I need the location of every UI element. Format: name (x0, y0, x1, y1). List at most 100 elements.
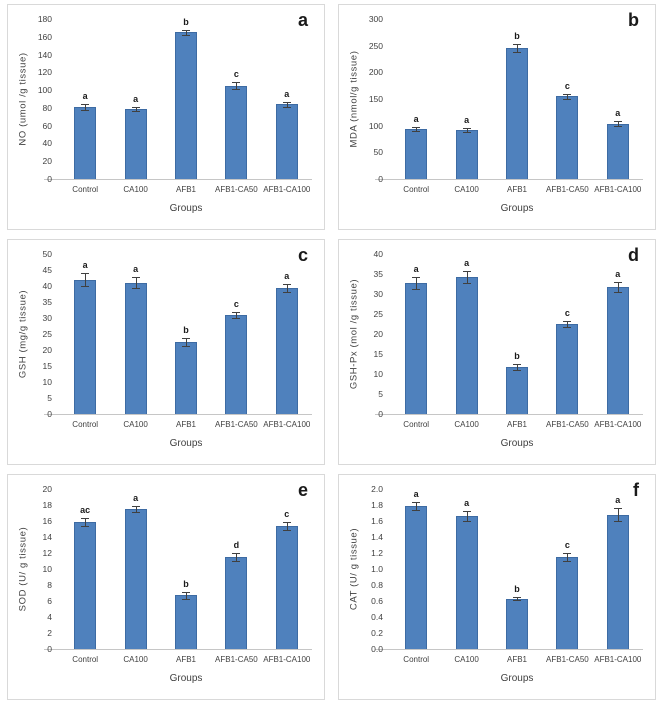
x-axis-title: Groups (500, 438, 534, 449)
x-tick-label: AFB1-CA50 (546, 420, 589, 429)
y-tick-label: 0 (47, 174, 52, 184)
error-bar-line (236, 82, 238, 90)
y-tick-label: 5 (378, 389, 383, 399)
x-tick-label: AFB1-CA100 (263, 655, 311, 664)
y-tick-label: 60 (42, 120, 52, 131)
significance-letter: d (233, 540, 240, 550)
y-tick-label: 50 (42, 249, 52, 259)
x-tick-label: CA100 (454, 420, 479, 429)
error-bar-cap-top (412, 501, 421, 503)
plot-area: a Control a CA100 b AFB1 c AFB1-CA50 a AFB1-CA100… (44, 254, 312, 449)
error-bar-cap-bottom (131, 110, 140, 112)
bar-Control (405, 128, 428, 179)
x-tick-label: AFB1 (175, 420, 197, 429)
error-bar-cap-top (232, 311, 241, 313)
error-bar-line (85, 104, 87, 110)
plot-area: a Control a CA100 b AFB1 c AFB1-CA50 a AFB1-CA100… (44, 17, 312, 214)
x-tick-label: AFB1 (506, 185, 528, 194)
error-bar-cap-top (131, 107, 140, 108)
error-bar-cap-top (462, 511, 471, 513)
x-tick-label: Control (72, 185, 99, 194)
error-bar-cap-bottom (462, 521, 471, 522)
y-tick-label: 30 (373, 289, 383, 299)
y-tick-label: 2.0 (371, 484, 383, 494)
x-tick-label: AFB1 (175, 185, 197, 194)
error-bar-line (416, 126, 418, 131)
bar-AFB1-CA50 (556, 96, 579, 179)
x-axis-line (375, 649, 643, 650)
bar-AFB1 (175, 342, 197, 414)
y-tick-label: 160 (37, 31, 52, 42)
x-tick-label: Control (403, 185, 430, 194)
error-bar-cap-bottom (182, 345, 190, 347)
y-tick-label: 0 (47, 644, 52, 654)
y-tick-label: 16 (42, 516, 52, 526)
x-axis-title: Groups (169, 673, 203, 684)
bar-Control (405, 282, 428, 414)
error-bar-line (416, 276, 418, 289)
error-bar-cap-bottom (81, 109, 90, 111)
error-bar-line (517, 43, 518, 53)
plot-area: ac Control a CA100 b AFB1 d AFB1-CA50 c AFB1-CA10… (44, 489, 312, 684)
bar-AFB1-CA100 (275, 525, 298, 649)
y-tick-label: 20 (373, 329, 383, 339)
x-tick-label: CA100 (123, 655, 148, 664)
y-tick-label: 15 (42, 361, 52, 371)
x-tick-label: Control (403, 655, 430, 664)
x-tick-label: AFB1-CA100 (594, 185, 642, 194)
significance-letter: a (413, 263, 419, 274)
error-bar-cap-bottom (182, 35, 190, 36)
y-tick-label: 30 (42, 313, 52, 323)
error-bar-cap-top (462, 270, 471, 272)
bar-AFB1-CA100 (275, 288, 298, 414)
error-bar-line (236, 311, 238, 318)
chart-panel-e: e SOD (U/ g tissue) ac Control a CA100 b AFB1 d A… (7, 474, 325, 700)
error-bar-cap-top (282, 521, 291, 523)
y-tick-label: 18 (42, 500, 52, 510)
error-bar-cap-bottom (232, 318, 241, 319)
error-bar-line (517, 597, 518, 601)
error-bar-line (466, 270, 468, 283)
error-bar-line (186, 592, 187, 599)
error-bar-cap-top (131, 277, 140, 279)
y-tick-label: 0.6 (371, 596, 383, 606)
y-tick-label: 150 (368, 94, 383, 104)
y-tick-label: 10 (42, 564, 52, 574)
error-bar-cap-top (131, 505, 140, 507)
bar-AFB1 (175, 595, 197, 649)
y-axis-title: SOD (U/ g tissue) (17, 526, 29, 612)
bar-AFB1 (506, 366, 528, 414)
error-bar-cap-bottom (232, 561, 241, 562)
y-tick-label: 10 (373, 369, 383, 379)
error-bar-cap-top (81, 517, 90, 519)
x-axis-title: Groups (169, 203, 203, 214)
x-axis-title: Groups (500, 203, 534, 214)
error-bar-line (617, 508, 619, 521)
error-bar-cap-bottom (613, 125, 622, 127)
bar-CA100 (124, 509, 147, 649)
significance-letter: a (133, 264, 139, 275)
x-tick-label: AFB1-CA100 (594, 655, 642, 664)
error-bar-cap-top (81, 273, 90, 275)
y-tick-label: 100 (368, 120, 383, 131)
error-bar-line (236, 553, 238, 561)
y-tick-label: 80 (42, 102, 52, 113)
y-tick-label: 50 (373, 147, 383, 158)
error-bar-cap-top (232, 82, 241, 84)
x-tick-label: AFB1 (506, 655, 528, 664)
error-bar-line (135, 505, 137, 513)
error-bar-line (186, 29, 187, 35)
y-tick-label: 300 (368, 14, 383, 24)
error-bar-line (466, 511, 468, 521)
error-bar-cap-top (81, 104, 90, 106)
bar-AFB1-CA50 (225, 314, 248, 414)
error-bar-line (85, 273, 87, 286)
error-bar-line (567, 93, 569, 99)
error-bar-cap-bottom (462, 282, 471, 284)
error-bar-cap-top (182, 29, 190, 31)
x-tick-label: CA100 (454, 655, 479, 664)
bar-AFB1-CA50 (225, 85, 248, 179)
error-bar-cap-bottom (81, 286, 90, 287)
x-tick-label: AFB1 (175, 655, 197, 664)
